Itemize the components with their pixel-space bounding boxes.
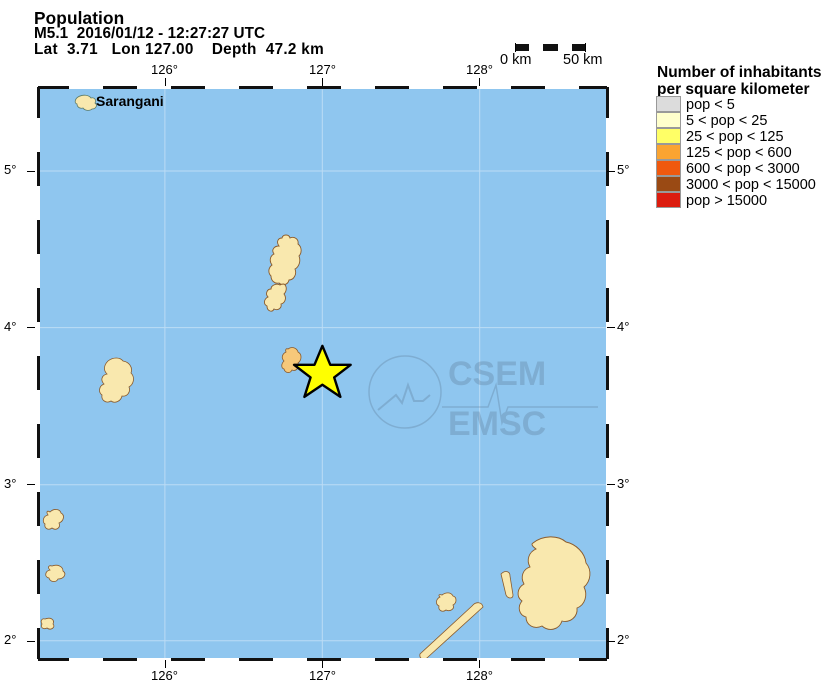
svg-text:Sarangani: Sarangani [96, 93, 164, 109]
svg-text:EMSC: EMSC [448, 405, 546, 443]
